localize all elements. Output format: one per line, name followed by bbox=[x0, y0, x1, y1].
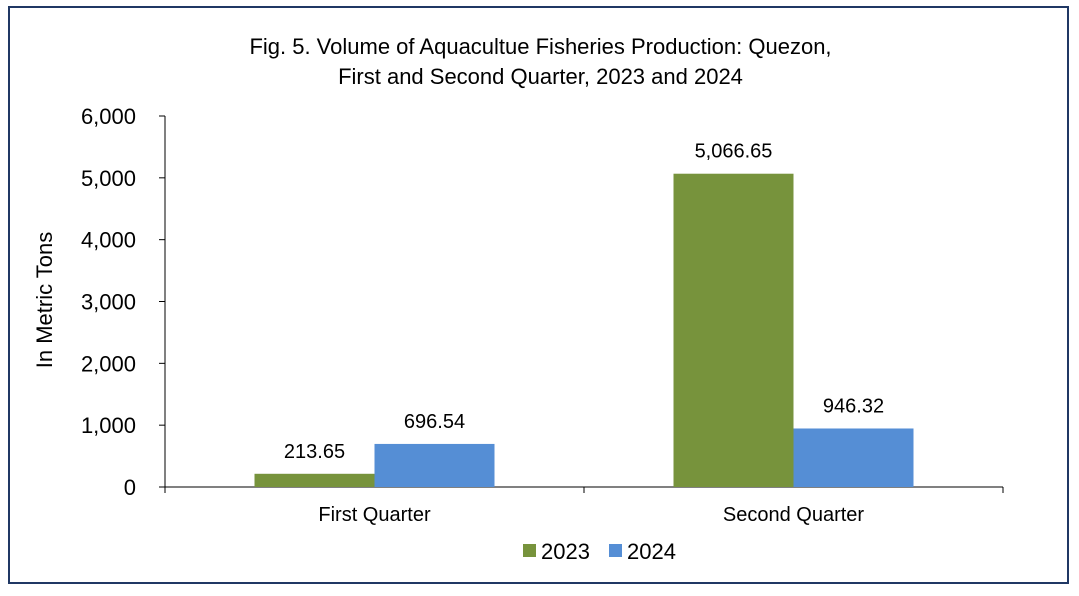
y-tick-label: 1,000 bbox=[81, 413, 136, 438]
chart-title: Fig. 5. Volume of Aquacultue Fisheries P… bbox=[10, 32, 1071, 92]
bar-2023 bbox=[673, 173, 794, 487]
y-tick-label: 3,000 bbox=[81, 290, 136, 315]
bars bbox=[254, 173, 914, 487]
legend-swatch-2023 bbox=[523, 544, 536, 557]
data-label: 946.32 bbox=[823, 395, 884, 417]
y-tick-label: 6,000 bbox=[81, 104, 136, 129]
legend-swatch-2024 bbox=[609, 544, 622, 557]
x-tick-label: First Quarter bbox=[318, 504, 431, 526]
legend-label: 2023 bbox=[541, 539, 590, 564]
axes: 0 1,000 2,000 3,000 4,000 5,000 6,000 First Qua… bbox=[81, 104, 1004, 526]
data-label: 696.54 bbox=[404, 411, 465, 433]
chart-title-line-2: First and Second Quarter, 2023 and 2024 bbox=[338, 64, 743, 89]
y-tick-label: 0 bbox=[124, 475, 136, 500]
y-tick-label: 5,000 bbox=[81, 166, 136, 191]
legend-label: 2024 bbox=[627, 539, 676, 564]
legend: 2023 2024 bbox=[523, 539, 676, 564]
chart-title-line-1: Fig. 5. Volume of Aquacultue Fisheries P… bbox=[249, 34, 832, 59]
y-tick-label: 2,000 bbox=[81, 351, 136, 376]
data-label: 5,066.65 bbox=[695, 141, 773, 163]
bar-2024 bbox=[374, 443, 495, 487]
data-labels: 213.65 696.54 5,066.65 946.32 bbox=[284, 141, 884, 463]
data-label: 213.65 bbox=[284, 441, 345, 463]
x-tick-label: Second Quarter bbox=[723, 504, 865, 526]
y-tick-label: 4,000 bbox=[81, 228, 136, 253]
chart-frame: Fig. 5. Volume of Aquacultue Fisheries P… bbox=[8, 6, 1069, 584]
bar-2023 bbox=[254, 473, 375, 487]
bar-2024 bbox=[793, 428, 914, 487]
y-axis-label: In Metric Tons bbox=[32, 232, 57, 369]
